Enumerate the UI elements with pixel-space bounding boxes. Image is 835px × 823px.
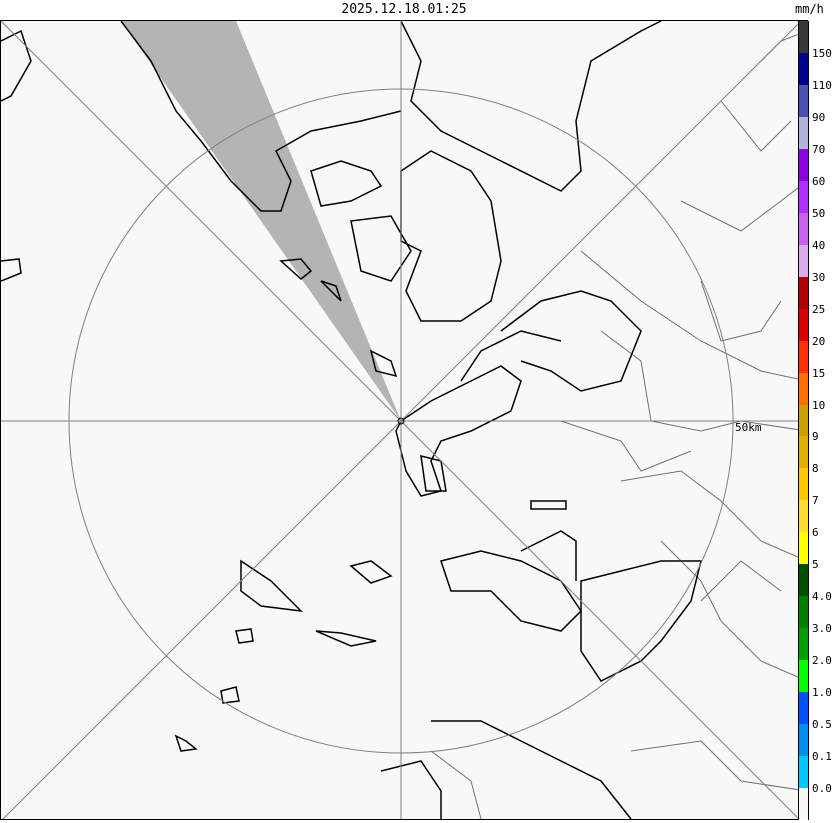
legend-swatch [799, 212, 808, 246]
legend-swatch [799, 180, 808, 214]
legend-label: 20 [812, 334, 826, 348]
grid-line-diagonal-ne-sw [2, 20, 802, 820]
legend-swatch [799, 628, 808, 661]
legend-label: 15 [812, 366, 826, 380]
legend-label: 10 [812, 398, 826, 412]
legend-swatch [799, 84, 808, 118]
legend-label: 1.0 [812, 686, 832, 700]
legend-label: 30 [812, 270, 826, 284]
coastlines [0, 20, 702, 820]
legend-swatch [799, 564, 808, 597]
range-ring-label: 50km [735, 421, 762, 434]
legend-label: 25 [812, 302, 826, 316]
legend-swatch [799, 500, 808, 533]
legend-swatch [799, 244, 808, 278]
radar-map-svg [0, 20, 808, 820]
legend-swatch [799, 532, 808, 565]
legend-label: 0.1 [812, 750, 832, 764]
legend-swatch [799, 596, 808, 629]
legend-label: 40 [812, 238, 826, 252]
legend-label: 60 [812, 174, 826, 188]
legend-label: 6 [812, 526, 819, 540]
legend-swatch [799, 724, 808, 757]
legend-label: 110 [812, 78, 832, 92]
legend-label: 4.0 [812, 590, 832, 604]
legend-label: 9 [812, 430, 819, 444]
legend-label: 8 [812, 462, 819, 476]
legend-swatch [799, 372, 808, 405]
legend-swatch [799, 660, 808, 693]
legend-label: 50 [812, 206, 826, 220]
legend-swatch [799, 788, 808, 821]
legend-label: 0.0 [812, 782, 832, 796]
radar-map[interactable] [0, 20, 808, 820]
legend-label: 2.0 [812, 654, 832, 668]
legend-swatch [799, 436, 808, 469]
legend-swatch [799, 148, 808, 182]
legend-label: 5 [812, 558, 819, 572]
legend-label: 90 [812, 110, 826, 124]
legend-label: 150 [812, 46, 832, 60]
timestamp: 2025.12.18.01:25 [341, 2, 467, 17]
legend-unit: mm/h [795, 2, 824, 16]
radar-site-marker [397, 417, 405, 425]
legend-label: 70 [812, 142, 826, 156]
legend-swatch [799, 756, 808, 789]
legend-swatch [799, 52, 808, 86]
admin-boundaries [430, 30, 808, 820]
grid-line-diagonal-nw-se [0, 20, 800, 820]
legend-swatch [799, 21, 808, 54]
legend-swatch [799, 468, 808, 501]
color-legend [798, 21, 809, 821]
legend-swatch [799, 404, 808, 437]
legend-swatch [799, 276, 808, 310]
legend-swatch [799, 116, 808, 150]
legend-swatch [799, 692, 808, 725]
legend-swatch [799, 308, 808, 342]
legend-label: 7 [812, 494, 819, 508]
legend-label: 0.5 [812, 718, 832, 732]
blocked-beam-sector [121, 21, 401, 421]
legend-swatch [799, 340, 808, 374]
legend-label: 3.0 [812, 622, 832, 636]
